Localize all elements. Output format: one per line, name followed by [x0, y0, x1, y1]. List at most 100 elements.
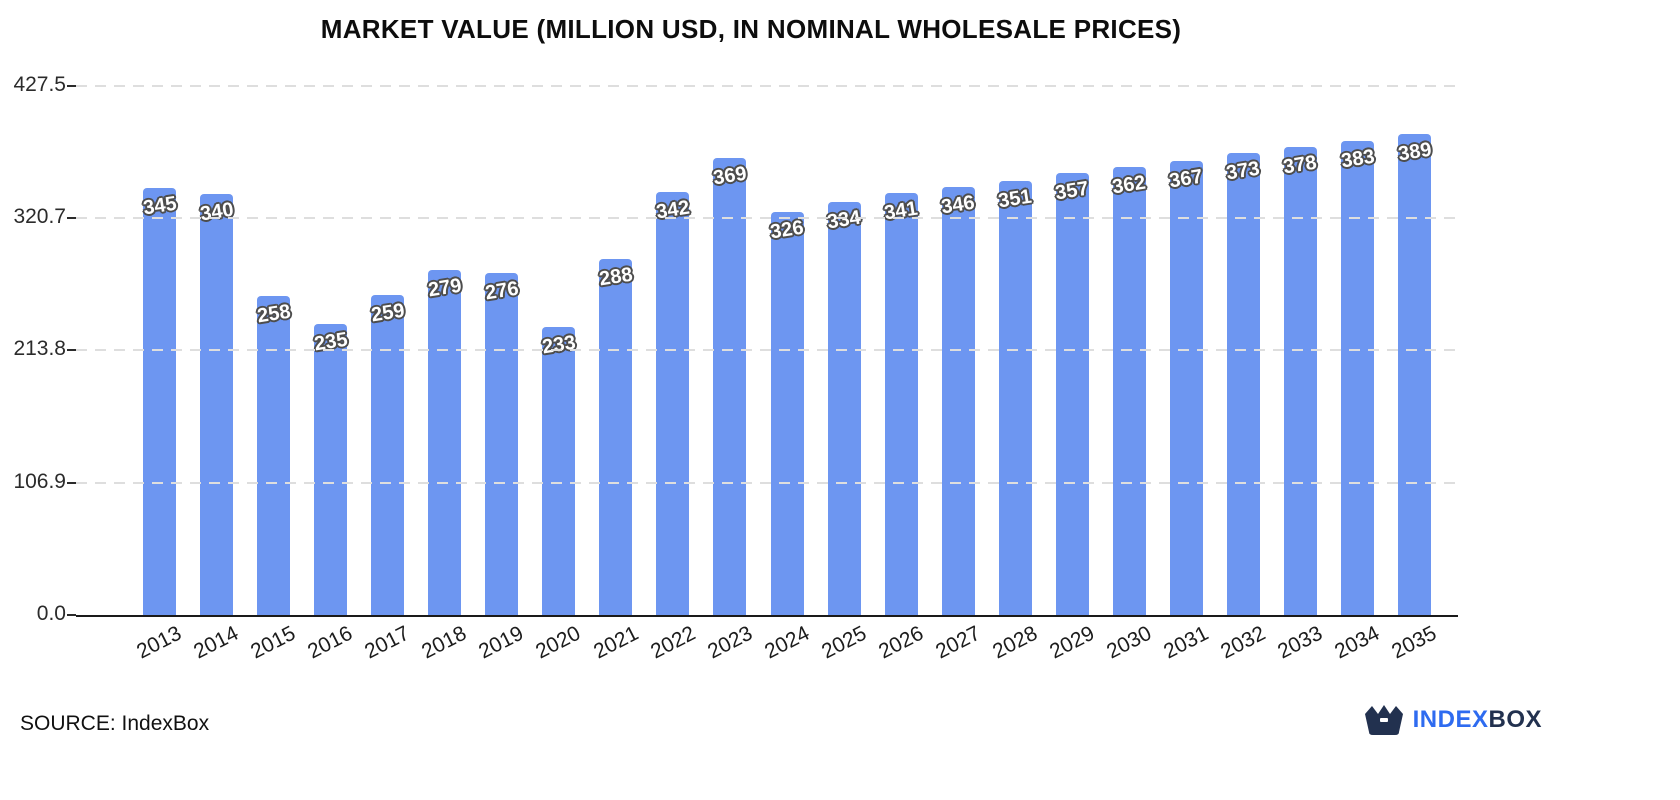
x-tick-label: 2018	[418, 621, 471, 664]
bar-slot: 279	[416, 86, 473, 615]
bar-value-label: 383	[1339, 145, 1376, 173]
bar-2016: 235	[312, 324, 349, 615]
x-label-slot: 2017	[359, 619, 416, 675]
bar-2026: 341	[883, 193, 919, 615]
x-tick-label: 2016	[304, 621, 357, 664]
plot-area: 345 340 258 235 259 279 276 233 288 342 369 326 334 3…	[67, 85, 1458, 617]
bar-2031: 367	[1168, 160, 1204, 615]
bar-slot: 340	[188, 86, 245, 615]
x-tick-label: 2035	[1388, 621, 1441, 664]
bar-slot: 373	[1215, 86, 1272, 615]
y-tick-mark	[67, 217, 76, 220]
bar-slot: 357	[1044, 86, 1101, 615]
bar-value-label: 235	[312, 328, 349, 356]
x-tick-label: 2015	[247, 621, 300, 664]
x-tick-label: 2031	[1160, 621, 1213, 664]
bar-2032: 373	[1225, 153, 1262, 615]
bar-slot: 346	[930, 86, 987, 615]
indexbox-crown-icon	[1364, 705, 1403, 735]
x-tick-label: 2013	[133, 621, 186, 664]
bar-2023: 369	[711, 158, 749, 615]
chart-area: 0.0 106.9 213.8 320.7 427.5 345 340 258 235 259 2…	[6, 73, 1458, 625]
x-tick-label: 2029	[1046, 621, 1099, 664]
x-label-slot: 2015	[245, 619, 302, 675]
x-label-slot: 2016	[302, 619, 359, 675]
bar-slot: 351	[987, 86, 1044, 615]
bar-2015: 258	[255, 295, 292, 615]
x-label-slot: 2018	[416, 619, 473, 675]
bar-value-label: 351	[996, 185, 1034, 213]
bar-slot: 276	[473, 86, 530, 615]
bar-value-label: 326	[768, 216, 806, 244]
bar-slot: 233	[530, 86, 587, 615]
x-tick-label: 2034	[1331, 621, 1384, 664]
bar-2027: 346	[939, 186, 977, 615]
y-axis: 0.0 106.9 213.8 320.7 427.5	[6, 73, 76, 625]
bar-2034: 383	[1339, 141, 1376, 615]
bar-2029: 357	[1054, 173, 1090, 615]
x-label-slot: 2023	[701, 619, 758, 675]
x-tick-label: 2025	[817, 621, 870, 664]
bar-value-label: 378	[1282, 151, 1319, 179]
bar-2020: 233	[541, 326, 577, 615]
bar-value-label: 258	[255, 300, 292, 328]
x-label-slot: 2020	[530, 619, 587, 675]
y-tick-mark	[67, 85, 76, 87]
y-tick-label: 213.8	[13, 337, 66, 361]
x-tick-label: 2020	[532, 621, 585, 664]
gridline	[76, 481, 1458, 484]
bars: 345 340 258 235 259 279 276 233 288 342 369 326 334 3…	[76, 86, 1458, 615]
x-label-slot: 2030	[1101, 619, 1158, 675]
x-label-slot: 2031	[1158, 619, 1215, 675]
bar-value-label: 259	[369, 299, 406, 326]
bar-slot: 334	[816, 86, 873, 615]
y-tick-mark	[67, 349, 76, 352]
bar-slot: 342	[644, 86, 701, 615]
x-tick-label: 2027	[931, 621, 984, 664]
x-axis-labels: 2013 2014 2015 2016 2017 2018 2019 2020 2021 2022…	[76, 619, 1458, 675]
x-label-slot: 2026	[873, 619, 930, 675]
bar-value-label: 276	[483, 278, 520, 305]
x-label-slot: 2021	[587, 619, 644, 675]
x-tick-label: 2032	[1217, 621, 1270, 664]
x-tick-label: 2026	[874, 621, 927, 664]
bar-2024: 326	[768, 211, 806, 615]
x-label-slot: 2025	[816, 619, 873, 675]
indexbox-logo: INDEXBOX	[1364, 704, 1542, 736]
bar-2019: 276	[483, 273, 520, 615]
bar-slot: 259	[359, 86, 416, 615]
bar-2033: 378	[1282, 147, 1319, 615]
bar-2021: 288	[598, 258, 634, 615]
bar-2035: 389	[1396, 133, 1433, 615]
x-label-slot: 2022	[644, 619, 701, 675]
y-tick-label: 427.5	[13, 73, 66, 96]
source-text: SOURCE: IndexBox	[20, 712, 210, 735]
bar-value-label: 369	[711, 162, 749, 190]
x-tick-label: 2030	[1103, 621, 1156, 664]
gridline	[76, 85, 1458, 87]
bar-value-label: 362	[1111, 171, 1148, 199]
bar-2030: 362	[1111, 167, 1148, 615]
x-tick-label: 2019	[475, 621, 528, 664]
x-label-slot: 2033	[1272, 619, 1329, 675]
bar-value-label: 334	[825, 206, 863, 234]
y-tick-mark	[67, 481, 76, 484]
logo-text-index: INDEX	[1412, 706, 1489, 733]
bar-2025: 334	[825, 201, 863, 615]
bar-2028: 351	[996, 180, 1034, 615]
x-label-slot: 2032	[1215, 619, 1272, 675]
bar-slot: 383	[1329, 86, 1386, 615]
x-label-slot: 2019	[473, 619, 530, 675]
logo-text: INDEXBOX	[1413, 706, 1542, 734]
x-tick-label: 2033	[1274, 621, 1327, 664]
gridline	[76, 217, 1458, 220]
x-tick-label: 2017	[361, 621, 414, 664]
bar-slot: 235	[302, 86, 359, 615]
bar-slot: 345	[131, 86, 188, 615]
bar-slot: 367	[1158, 86, 1215, 615]
bar-slot: 389	[1386, 86, 1443, 615]
bar-2018: 279	[426, 269, 463, 615]
bar-slot: 326	[759, 86, 816, 615]
bar-value-label: 346	[939, 191, 977, 219]
